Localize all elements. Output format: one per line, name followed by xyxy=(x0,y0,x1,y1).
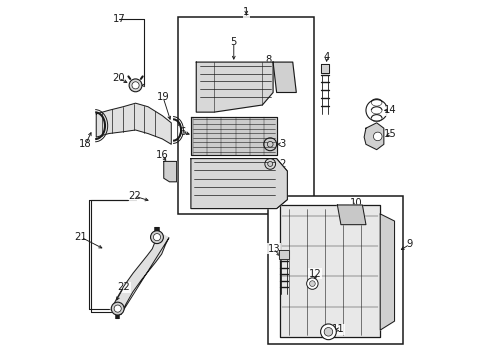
Circle shape xyxy=(150,231,163,244)
Text: 21: 21 xyxy=(74,232,87,242)
Polygon shape xyxy=(278,249,288,258)
Circle shape xyxy=(373,132,381,141)
Circle shape xyxy=(306,278,317,289)
Text: 5: 5 xyxy=(230,37,237,48)
Text: 17: 17 xyxy=(112,14,125,24)
Text: 13: 13 xyxy=(267,244,280,253)
Polygon shape xyxy=(337,205,365,225)
Text: 19: 19 xyxy=(156,92,169,102)
Polygon shape xyxy=(364,123,383,150)
Polygon shape xyxy=(111,233,168,315)
Text: 12: 12 xyxy=(308,269,321,279)
Polygon shape xyxy=(380,214,394,330)
Circle shape xyxy=(267,141,272,147)
Text: 10: 10 xyxy=(349,198,362,207)
Circle shape xyxy=(111,302,124,315)
Text: 14: 14 xyxy=(383,105,396,115)
Circle shape xyxy=(267,161,272,166)
Circle shape xyxy=(320,324,336,340)
Text: 1: 1 xyxy=(243,7,249,17)
Bar xyxy=(267,196,403,344)
Text: 7: 7 xyxy=(267,184,274,194)
Text: 16: 16 xyxy=(156,150,168,160)
Polygon shape xyxy=(190,158,287,208)
Text: 18: 18 xyxy=(79,139,92,149)
Text: 4: 4 xyxy=(323,52,329,62)
Polygon shape xyxy=(190,117,276,155)
Circle shape xyxy=(132,82,139,89)
Text: 11: 11 xyxy=(331,324,344,334)
Text: 6: 6 xyxy=(179,127,185,137)
Circle shape xyxy=(324,328,332,336)
Polygon shape xyxy=(272,62,296,93)
Text: 2: 2 xyxy=(278,159,285,169)
Text: 8: 8 xyxy=(265,55,271,64)
Circle shape xyxy=(114,305,121,312)
Text: 22: 22 xyxy=(128,191,141,201)
Polygon shape xyxy=(280,205,380,337)
Polygon shape xyxy=(96,103,171,144)
Circle shape xyxy=(153,234,160,241)
Text: 3: 3 xyxy=(278,139,285,149)
Polygon shape xyxy=(196,62,272,112)
Polygon shape xyxy=(320,64,328,73)
Text: 15: 15 xyxy=(383,129,396,139)
Text: 22: 22 xyxy=(117,282,130,292)
Bar xyxy=(178,18,313,214)
Text: 9: 9 xyxy=(406,239,412,249)
Polygon shape xyxy=(163,161,176,182)
Text: 20: 20 xyxy=(112,73,125,83)
Circle shape xyxy=(129,79,142,92)
Circle shape xyxy=(309,281,315,287)
